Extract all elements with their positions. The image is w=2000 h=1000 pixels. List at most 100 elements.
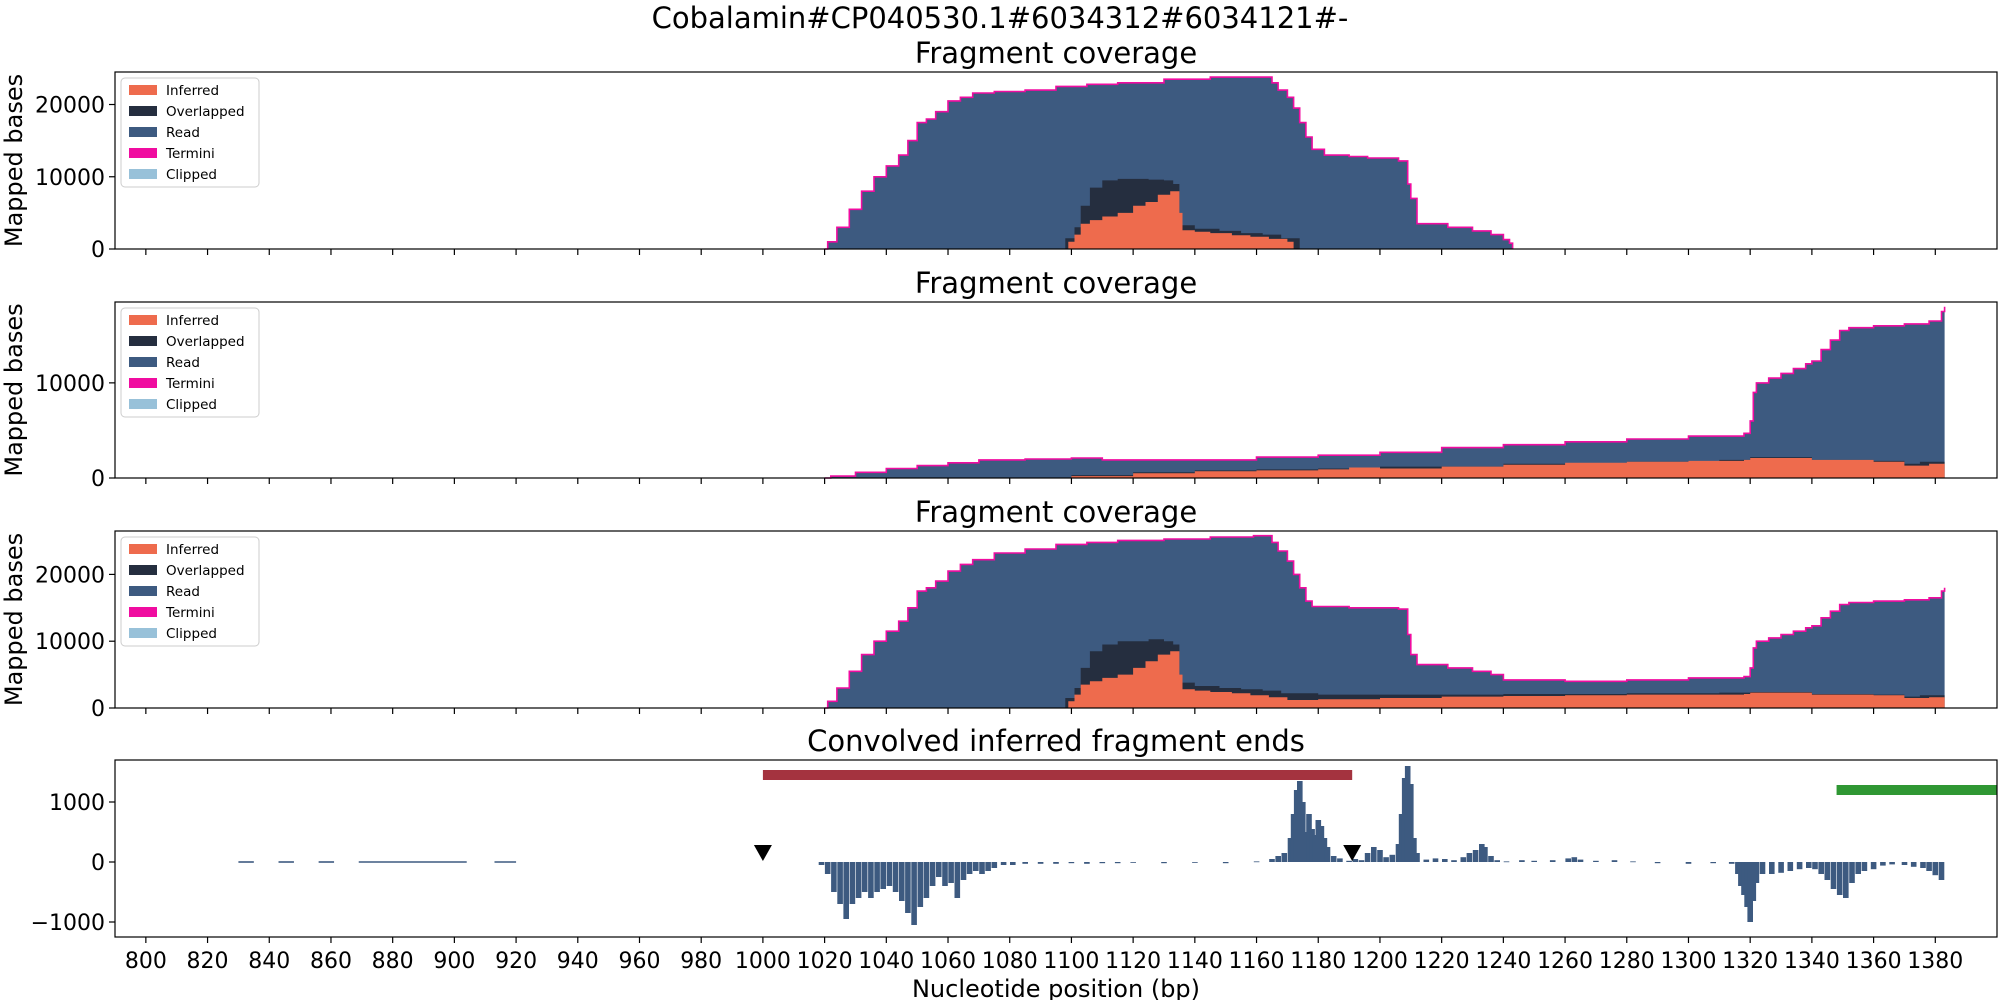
ends-bar [1312, 835, 1318, 862]
ends-bar [1738, 862, 1744, 886]
ends-bar [1275, 856, 1281, 862]
axes-frame [114, 759, 1998, 938]
ends-bar [1843, 862, 1849, 898]
area-series-read [824, 77, 1513, 249]
ends-bar [1630, 861, 1636, 863]
x-tick-label: 960 [618, 949, 660, 974]
ends-bar [1395, 844, 1402, 862]
ends-bar [1253, 861, 1260, 863]
ends-bar [1161, 862, 1167, 864]
legend-swatch-overlapped [129, 106, 157, 116]
ends-bar [1309, 829, 1315, 862]
ends-bar [1710, 862, 1716, 864]
ends-bar [1414, 853, 1420, 862]
x-tick-label: 1080 [982, 949, 1038, 974]
ends-bar [1753, 862, 1760, 883]
x-tick-label: 860 [310, 949, 352, 974]
y-tick-label: −1000 [31, 911, 105, 936]
legend-label-read: Read [166, 355, 200, 371]
y-tick-label: 20000 [35, 94, 105, 119]
red-range-bar [762, 770, 1353, 780]
ends-bar [861, 862, 868, 892]
legend-label-overlapped: Overlapped [166, 563, 245, 579]
ends-bar [1300, 802, 1306, 862]
ends-bar [843, 862, 849, 919]
legend-box [120, 307, 260, 418]
x-tick-label: 1260 [1537, 949, 1593, 974]
legend-box [120, 77, 260, 188]
ends-bar [824, 862, 831, 874]
ends-bar [874, 862, 880, 892]
ends-bar [1037, 862, 1044, 864]
ends-bar [1346, 860, 1352, 862]
ends-bar [1287, 838, 1294, 862]
ends-bar [1408, 784, 1414, 862]
ends-bar [1531, 860, 1537, 862]
ends-bar [1744, 862, 1750, 907]
ends-bar [1084, 862, 1090, 864]
x-tick-label: 800 [125, 949, 167, 974]
legend-swatch-clipped [129, 399, 157, 409]
ends-bar [917, 862, 924, 907]
y-axis-label: Mapped bases [0, 74, 28, 247]
ends-bar [942, 862, 948, 886]
ends-bar [1889, 862, 1895, 865]
ends-bar [1130, 862, 1136, 863]
panel-title: Convolved inferred fragment ends [807, 724, 1305, 758]
ends-bar [892, 862, 899, 892]
x-tick-label: 1000 [735, 949, 791, 974]
ends-bar [1830, 862, 1837, 889]
ends-bar [1910, 862, 1917, 867]
ends-bar [1565, 858, 1571, 862]
y-tick-label: 10000 [35, 630, 105, 655]
x-axis-label: Nucleotide position (bp) [912, 975, 1200, 1000]
x-tick-label: 1240 [1475, 949, 1531, 974]
ends-bar [905, 862, 911, 913]
y-tick-label: 10000 [35, 166, 105, 191]
legend-label-clipped: Clipped [166, 397, 217, 413]
axes-frame [114, 301, 1998, 479]
ends-bar [960, 862, 967, 880]
legend-label-termini: Termini [165, 146, 215, 162]
y-tick-label: 0 [91, 697, 105, 722]
ends-bar [1315, 820, 1322, 862]
legend-label-clipped: Clipped [166, 167, 217, 183]
ends-bar [1787, 862, 1794, 871]
ends-bar [1472, 850, 1479, 862]
x-tick-label: 980 [680, 949, 722, 974]
y-axis-label: Mapped bases [0, 533, 28, 706]
termini-edge [824, 76, 1514, 250]
ends-bar [1297, 781, 1303, 862]
ends-bar [1479, 844, 1485, 862]
chart-panel-3: Fragment coverage Inferred Overlapped Read T… [0, 495, 1998, 722]
ends-bar [973, 862, 979, 871]
ends-bar [1519, 860, 1525, 862]
ends-bar [1371, 847, 1377, 862]
ends-bar [1460, 857, 1467, 862]
triangle-marker [753, 845, 772, 861]
axes-frame [114, 71, 1998, 250]
ends-bar [1728, 862, 1735, 864]
ends-bar [1389, 854, 1396, 862]
area-series-inferred [1062, 651, 1945, 708]
y-tick-label: 10000 [35, 372, 105, 397]
panel-title: Fragment coverage [915, 495, 1197, 529]
ends-bar [1269, 859, 1275, 862]
y-tick-label: 0 [91, 851, 105, 876]
x-tick-label: 840 [248, 949, 290, 974]
ends-bar [991, 862, 998, 868]
ends-bar [1654, 862, 1661, 864]
ends-bar [837, 862, 843, 904]
termini-edge [824, 534, 1946, 709]
legend-swatch-clipped [129, 169, 157, 179]
ends-bar [1488, 856, 1494, 862]
x-tick-label: 1340 [1784, 949, 1840, 974]
ends-bar [1482, 847, 1488, 862]
legend-label-clipped: Clipped [166, 626, 217, 642]
x-tick-label: 1320 [1722, 949, 1778, 974]
ends-bar [1451, 860, 1457, 862]
legend-swatch-read [129, 357, 157, 367]
legend-swatch-overlapped [129, 565, 157, 575]
ends-bar [831, 862, 837, 892]
area-series-inferred [1040, 458, 1945, 478]
